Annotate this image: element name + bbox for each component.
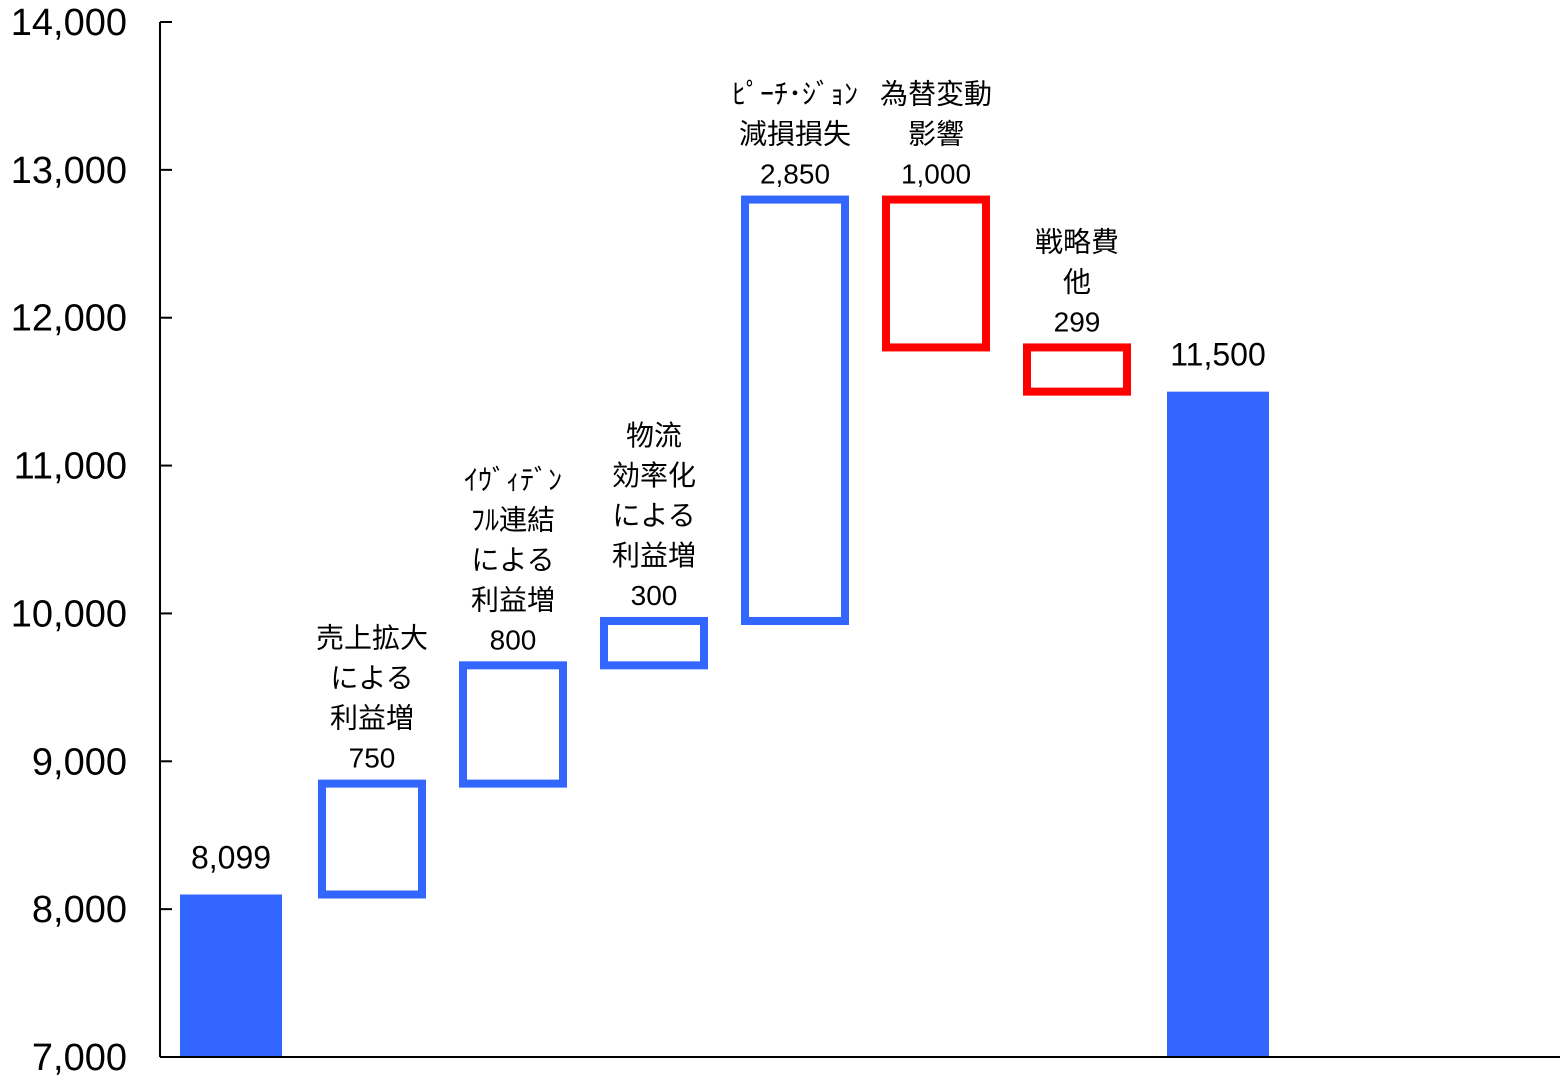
value-label: 750 bbox=[349, 743, 396, 774]
category-label-line: ﾌﾙ連結 bbox=[471, 504, 555, 535]
bar-total-0 bbox=[180, 894, 282, 1057]
category-label-line: 利益増 bbox=[612, 540, 696, 571]
value-label: 8,099 bbox=[191, 840, 271, 876]
y-tick-label: 12,000 bbox=[11, 298, 127, 340]
value-label: 299 bbox=[1054, 306, 1101, 337]
category-label-line: 為替変動 bbox=[880, 79, 992, 110]
bar-decrease-6 bbox=[1023, 343, 1131, 396]
category-label-line: による bbox=[612, 500, 695, 531]
bar-increase-3 bbox=[600, 616, 708, 670]
category-label-line: 売上拡大 bbox=[316, 623, 428, 654]
category-label-line: 利益増 bbox=[471, 584, 555, 615]
y-tick-label: 7,000 bbox=[32, 1037, 127, 1077]
bar-increase-1 bbox=[318, 779, 426, 899]
category-label-line: 物流 bbox=[626, 420, 682, 451]
category-label-line: 戦略費 bbox=[1035, 226, 1119, 257]
value-label: 1,000 bbox=[901, 159, 971, 190]
y-tick-label: 8,000 bbox=[32, 889, 127, 931]
bar-total-7 bbox=[1167, 391, 1269, 1058]
y-tick-label: 14,000 bbox=[11, 2, 127, 44]
category-label-line: 他 bbox=[1063, 266, 1091, 297]
value-label: 2,850 bbox=[760, 159, 830, 190]
category-label-line: 効率化 bbox=[612, 460, 696, 491]
y-tick-label: 9,000 bbox=[32, 741, 127, 783]
bar-decrease-5 bbox=[882, 195, 990, 352]
category-label-line: ｲｳﾞｨﾃﾞﾝ bbox=[464, 464, 562, 495]
category-label-line: による bbox=[330, 663, 413, 694]
y-axis: 7,000 8,000 9,000 10,000 11,000 12,000 13,000 1… bbox=[11, 2, 172, 1077]
category-label-line: による bbox=[471, 544, 554, 575]
y-tick-label: 11,000 bbox=[14, 446, 127, 488]
category-label-line: ﾋﾟｰﾁ･ｼﾞｮﾝ bbox=[732, 79, 858, 110]
bar-increase-2 bbox=[459, 661, 567, 788]
category-label-line: 利益増 bbox=[330, 703, 414, 734]
value-label: 800 bbox=[490, 624, 537, 655]
bars-layer bbox=[180, 195, 1269, 1058]
value-label: 11,500 bbox=[1170, 337, 1266, 373]
y-tick-label: 13,000 bbox=[11, 150, 127, 192]
category-label-line: 減損損失 bbox=[739, 119, 851, 150]
y-tick-label: 10,000 bbox=[11, 593, 127, 635]
value-label: 300 bbox=[631, 580, 678, 611]
category-label-line: 影響 bbox=[908, 119, 964, 150]
bar-increase-4 bbox=[741, 195, 849, 625]
